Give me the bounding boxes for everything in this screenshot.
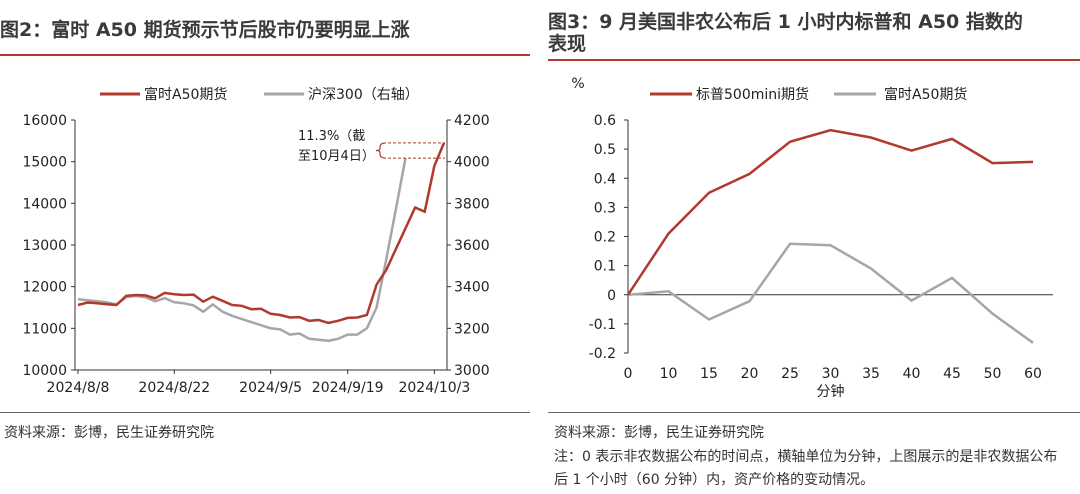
- x-tick-label: 2024/9/5: [239, 380, 302, 396]
- left-y-tick-label: 10000: [22, 363, 67, 379]
- right-y-tick-label: 4200: [454, 113, 490, 129]
- figure-right-bottom-rule: [548, 412, 1080, 413]
- legend-sp500-label: 标普500mini期货: [696, 86, 809, 103]
- legend-a50-label: 富时A50期货: [144, 86, 227, 103]
- hs300-series-line: [77, 157, 407, 343]
- left-y-tick-label: 14000: [22, 196, 67, 212]
- y-tick-label: 0.2: [594, 230, 616, 246]
- x-tick-label: 45: [943, 366, 961, 382]
- y-tick-label: 0: [607, 288, 616, 304]
- figure-right-title-rule: [548, 59, 1080, 61]
- y-tick-label: -0.2: [589, 346, 616, 362]
- figure-right-title-line1: 图3：9 月美国非农公布后 1 小时内标普和 A50 指数的: [548, 11, 1023, 33]
- left-y-tick-label: 13000: [22, 238, 67, 254]
- x-tick-label: 35: [862, 366, 880, 382]
- a50-series-line: [77, 142, 446, 325]
- x-tick-label: 20: [741, 366, 759, 382]
- annotation-text-line1: 11.3%（截: [298, 129, 365, 144]
- figure-right-title: 图3：9 月美国非农公布后 1 小时内标普和 A50 指数的 表现: [548, 11, 1068, 55]
- annotation-text-line2: 至10月4日）: [298, 149, 375, 164]
- x-tick-label: 30: [822, 366, 840, 382]
- right-y-tick-label: 3400: [454, 280, 490, 296]
- y-tick-label: 0.1: [594, 259, 616, 275]
- right-y-tick-label: 3000: [454, 363, 490, 379]
- x-axis-label: 分钟: [817, 383, 845, 400]
- x-tick-label: 25: [781, 366, 799, 382]
- x-tick-label: 0: [624, 366, 633, 382]
- figure-left-bottom-rule: [0, 412, 530, 413]
- left-y-tick-label: 11000: [22, 321, 67, 337]
- right-y-tick-label: 4000: [454, 155, 490, 171]
- x-tick-label: 15: [700, 366, 718, 382]
- annotation-brace: [375, 142, 387, 159]
- x-tick-label: 2024/8/22: [138, 380, 210, 396]
- figure-left-title-rule: [0, 54, 530, 56]
- figure-right-source: 资料来源：彭博，民生证券研究院: [554, 425, 764, 441]
- chart-left: 10000 11000 12000 13000 14000 15000 16000 3000 3…: [22, 86, 490, 396]
- y-tick-label: 0.4: [594, 171, 616, 187]
- x-tick-label: 2024/10/3: [398, 380, 470, 396]
- x-tick-label: 60: [1024, 366, 1042, 382]
- sp500-series-line: [626, 128, 1034, 296]
- figure-right-title-line2: 表现: [548, 33, 587, 55]
- right-y-tick-label: 3600: [454, 238, 490, 254]
- figure-right-note: 注：0 表示非农数据公布的时间点，横轴单位为分钟，上图展示的是非农数据公布后 1…: [554, 449, 1058, 488]
- x-tick-label: 10: [660, 366, 678, 382]
- a50-series-line: [627, 242, 1034, 344]
- figure-left-source: 资料来源：彭博，民生证券研究院: [4, 425, 214, 441]
- y-tick-label: -0.1: [589, 317, 616, 333]
- x-tick-label: 2024/8/8: [47, 380, 110, 396]
- y-tick-label: 0.3: [594, 200, 616, 216]
- y-tick-label: 0.5: [594, 142, 616, 158]
- left-y-tick-label: 15000: [22, 155, 67, 171]
- figure-left-title: 图2：富时 A50 期货预示节后股市仍要明显上涨: [0, 19, 410, 41]
- chart-right: -0.2 -0.1 0 0.1 0.2 0.3 0.4 0.5 0.6 0 10 15 20 25 30 35…: [571, 76, 1053, 400]
- right-y-tick-label: 3200: [454, 321, 490, 337]
- x-tick-label: 50: [984, 366, 1002, 382]
- x-tick-label: 40: [903, 366, 921, 382]
- x-tick-label: 2024/9/19: [312, 380, 384, 396]
- y-axis-unit: %: [571, 76, 584, 92]
- right-y-tick-label: 3800: [454, 196, 490, 212]
- left-y-tick-label: 12000: [22, 280, 67, 296]
- y-tick-label: 0.6: [594, 113, 616, 129]
- left-y-tick-label: 16000: [22, 113, 67, 129]
- legend-hs300-label: 沪深300（右轴）: [308, 87, 419, 103]
- legend-a50-label: 富时A50期货: [884, 86, 967, 103]
